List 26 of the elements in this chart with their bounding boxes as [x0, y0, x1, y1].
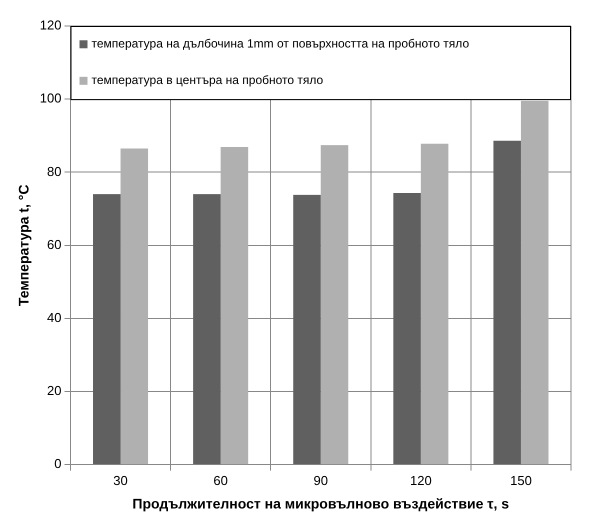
y-tick-label: 100 [40, 90, 62, 106]
bar [193, 194, 221, 464]
y-tick-label: 80 [47, 164, 62, 179]
y-axis-title: Температура t, °C [15, 184, 32, 306]
y-tick-label: 40 [47, 310, 62, 325]
bar [393, 193, 421, 464]
bar [220, 146, 248, 464]
x-axis-title: Продължителност на микровълново въздействие τ, s [132, 495, 510, 512]
x-tick-label: 120 [410, 472, 432, 488]
x-tick-label: 30 [113, 472, 128, 488]
bar [420, 144, 448, 464]
legend-label: температура на дълбочина 1mm от повърхността на пробното тяло [91, 36, 470, 51]
bar [320, 145, 348, 464]
bar [120, 148, 148, 464]
y-tick-label: 120 [40, 18, 62, 33]
y-tick-label: 0 [54, 456, 62, 472]
y-tick-label: 60 [47, 236, 62, 252]
x-tick-label: 150 [510, 472, 532, 488]
bar [520, 100, 548, 464]
y-tick-label: 20 [47, 383, 62, 398]
legend-label: температура в центъра на пробното тяло [91, 73, 324, 88]
x-tick-label: 90 [314, 472, 328, 488]
bar [293, 194, 321, 464]
x-tick-label: 60 [213, 472, 228, 488]
bar [93, 194, 121, 464]
bar [493, 140, 521, 464]
